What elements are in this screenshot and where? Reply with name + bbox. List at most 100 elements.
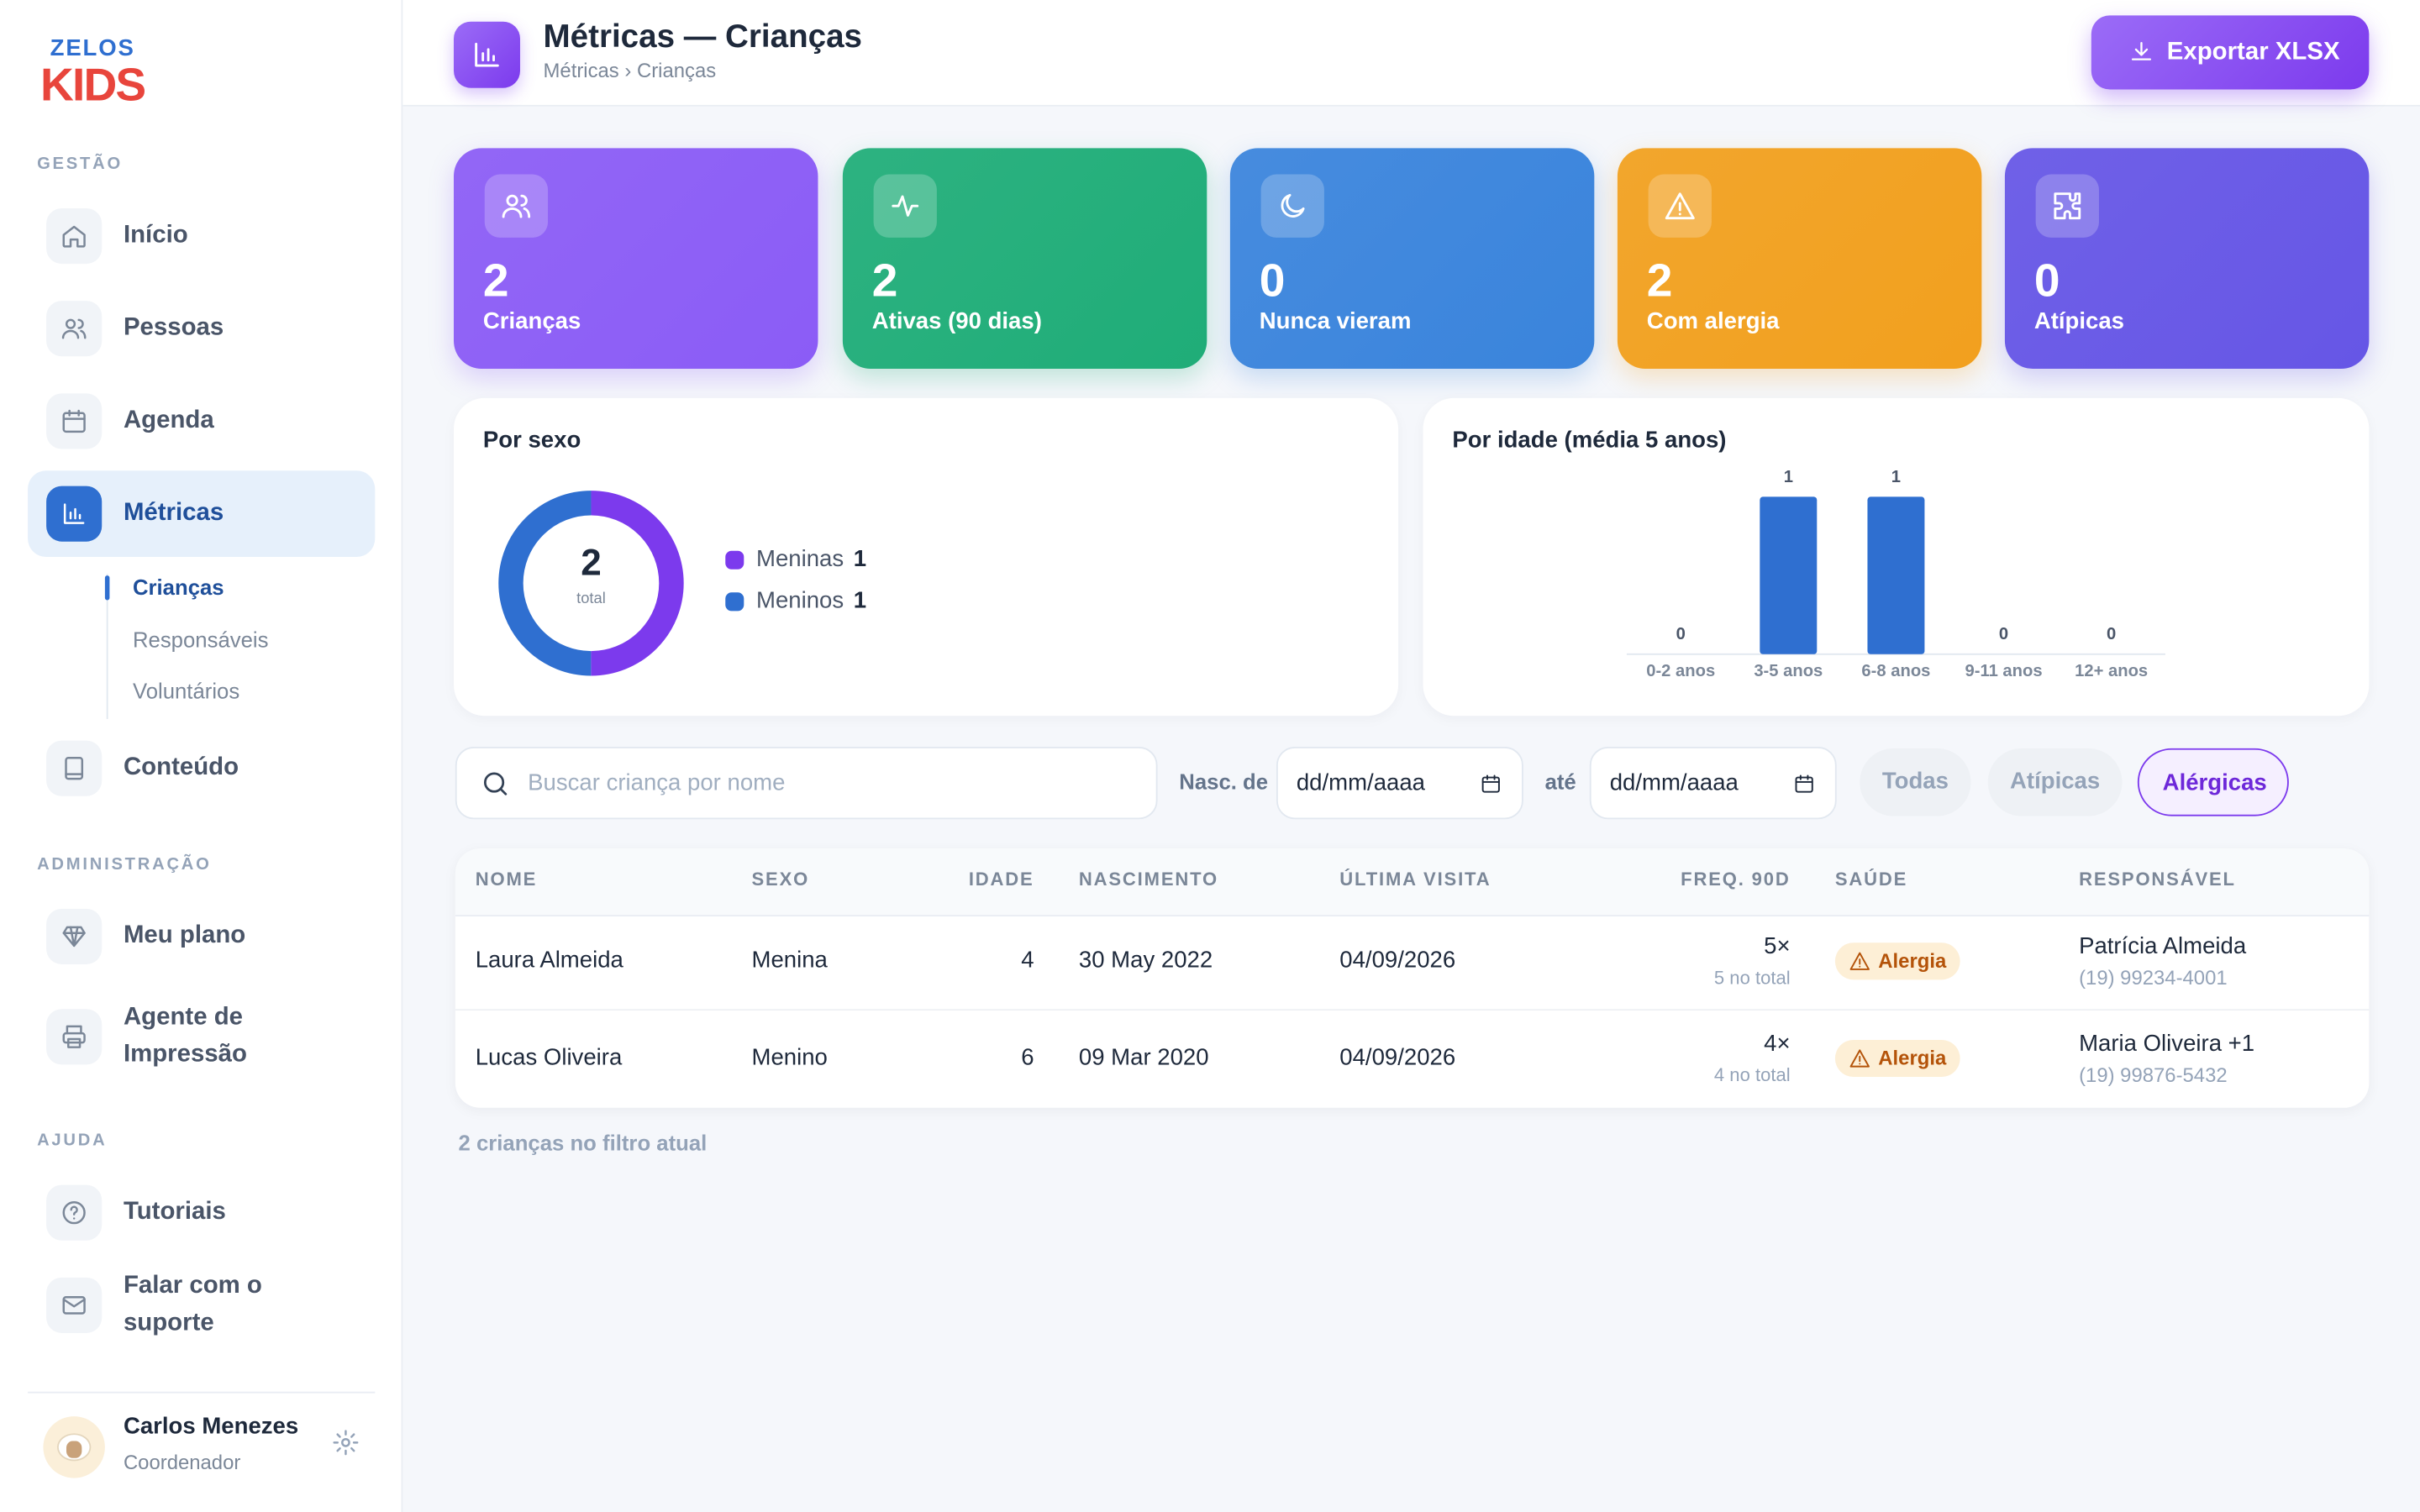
icon bbox=[1481, 774, 1500, 793]
icon bbox=[62, 1201, 86, 1225]
bar-value: 0 bbox=[1998, 625, 2009, 644]
nav-icon-box bbox=[46, 908, 103, 964]
panel-title: Por sexo bbox=[482, 427, 581, 454]
nav-sub-item[interactable]: Responsáveis bbox=[132, 627, 269, 653]
stat-label: Ativas (90 dias) bbox=[871, 308, 1042, 335]
nav-item[interactable]: Agente de Impressão bbox=[28, 994, 375, 1080]
nav-label: Agente de Impressão bbox=[123, 1004, 247, 1068]
cell-age: 4 bbox=[1021, 947, 1034, 974]
filter-chip[interactable]: Alérgicas bbox=[2137, 748, 2289, 816]
icon bbox=[483, 772, 508, 795]
chip-label: Atípicas bbox=[2010, 768, 2101, 795]
panel-sex: Por sexo Meninas 1 Meninos 1 2 total bbox=[454, 397, 1399, 717]
table-header bbox=[455, 848, 2370, 917]
health-badge: Alergia bbox=[1834, 942, 1960, 980]
logo-top: ZELOS bbox=[50, 35, 135, 62]
cell-age: 6 bbox=[1021, 1044, 1034, 1071]
stat-card: 2 Com alergia bbox=[1617, 148, 1982, 369]
icon[interactable] bbox=[332, 1429, 360, 1457]
bar-category: 0-2 anos bbox=[1646, 662, 1716, 681]
nav-icon-box bbox=[46, 301, 103, 357]
legend-value: 1 bbox=[853, 587, 867, 615]
stat-value: 2 bbox=[1646, 255, 1673, 307]
stat-value: 0 bbox=[2033, 255, 2060, 307]
nav-sub-active-bar bbox=[104, 575, 110, 601]
legend-name: Meninos bbox=[756, 587, 844, 615]
nav-label: Pessoas bbox=[123, 314, 224, 341]
cell-guardian: Patrícia Almeida bbox=[2079, 933, 2247, 960]
stat-card: 0 Atípicas bbox=[2004, 148, 2370, 369]
sidebar: ZELOS KIDS GESTÃO Início Pessoas Agenda Métric… bbox=[0, 0, 403, 1512]
table: NOME SEXO IDADE NASCIMENTO ÚLTIMA VISITA FREQ… bbox=[455, 848, 2370, 1108]
date-to-label: até bbox=[1544, 769, 1576, 795]
date-placeholder: dd/mm/aaaa bbox=[1609, 769, 1739, 796]
nav-label: Meu plano bbox=[123, 922, 246, 949]
health-badge: Alergia bbox=[1834, 1039, 1960, 1078]
stat-card: 2 Ativas (90 dias) bbox=[842, 148, 1207, 369]
icon bbox=[1281, 193, 1305, 218]
nav-icon-box bbox=[46, 393, 103, 449]
bar-value: 1 bbox=[1891, 468, 1902, 487]
logo-bottom: KIDS bbox=[40, 60, 146, 112]
date-input[interactable]: dd/mm/aaaa bbox=[1276, 746, 1523, 820]
user-role: Coordenador bbox=[123, 1450, 241, 1474]
cell-sex: Menino bbox=[751, 1044, 828, 1071]
nav-label: Agenda bbox=[123, 407, 214, 434]
search-input[interactable]: Buscar criança por nome bbox=[455, 746, 1158, 820]
cell-name: Laura Almeida bbox=[475, 947, 623, 974]
stat-label: Atípicas bbox=[2033, 308, 2125, 335]
icon bbox=[62, 225, 86, 248]
nav-item[interactable]: Conteúdo bbox=[28, 725, 375, 811]
nav-item[interactable]: Tutoriais bbox=[28, 1169, 375, 1256]
bar-chart bbox=[1626, 496, 2165, 655]
nav-sub-item[interactable]: Crianças bbox=[132, 575, 224, 600]
icon bbox=[62, 1295, 86, 1315]
export-label: Exportar XLSX bbox=[2166, 39, 2340, 66]
export-button[interactable]: Exportar XLSX bbox=[2091, 15, 2370, 90]
icon bbox=[1795, 774, 1813, 793]
filter-chip[interactable]: Todas bbox=[1860, 748, 1971, 816]
nav-item[interactable]: Falar com o suporte bbox=[28, 1262, 375, 1348]
cell-freq-total: 5 no total bbox=[1713, 967, 1791, 989]
stat-card: 2 Crianças bbox=[454, 148, 818, 369]
panel-title: Por idade (média 5 anos) bbox=[1452, 427, 1727, 454]
column-header: NASCIMENTO bbox=[1078, 868, 1219, 890]
nav-icon-box bbox=[46, 740, 103, 796]
icon bbox=[62, 409, 86, 433]
search-placeholder: Buscar criança por nome bbox=[528, 769, 786, 796]
nav-item[interactable]: Métricas bbox=[28, 470, 376, 558]
column-header: NOME bbox=[475, 868, 538, 890]
icon bbox=[1849, 1049, 1870, 1068]
donut-segment bbox=[498, 491, 684, 676]
nav-sub-line bbox=[106, 574, 108, 719]
date-input[interactable]: dd/mm/aaaa bbox=[1589, 746, 1837, 820]
stat-label: Com alergia bbox=[1646, 308, 1780, 335]
health-label: Alergia bbox=[1878, 1046, 1947, 1070]
bar-value: 0 bbox=[1676, 625, 1686, 644]
bar-value: 0 bbox=[2107, 625, 2117, 644]
nav-icon-box bbox=[46, 207, 103, 265]
nav-label: Conteúdo bbox=[123, 754, 239, 781]
stat-icon-box bbox=[2035, 174, 2099, 238]
nav-item[interactable]: Pessoas bbox=[28, 286, 375, 372]
avatar bbox=[43, 1416, 105, 1478]
bar-category: 12+ anos bbox=[2075, 662, 2149, 681]
column-header: SAÚDE bbox=[1834, 868, 1908, 890]
nav-icon-box bbox=[46, 486, 103, 542]
chip-label: Alérgicas bbox=[2162, 769, 2267, 796]
avatar-face bbox=[66, 1441, 82, 1458]
legend-dot bbox=[725, 550, 744, 570]
donut bbox=[498, 491, 684, 676]
column-header: RESPONSÁVEL bbox=[2079, 868, 2236, 890]
nav-item[interactable]: Agenda bbox=[28, 378, 375, 465]
filter-chip[interactable]: Atípicas bbox=[1987, 748, 2123, 816]
cell-freq: 5× bbox=[1764, 933, 1791, 960]
donut-total: 2 bbox=[581, 542, 602, 585]
stat-icon-box bbox=[1260, 174, 1324, 238]
nav-sub-item[interactable]: Voluntários bbox=[132, 678, 240, 703]
header-icon-box bbox=[454, 21, 520, 88]
column-header: ÚLTIMA VISITA bbox=[1339, 868, 1491, 890]
nav-item[interactable]: Meu plano bbox=[28, 893, 375, 979]
nav-item[interactable]: Início bbox=[28, 193, 375, 280]
